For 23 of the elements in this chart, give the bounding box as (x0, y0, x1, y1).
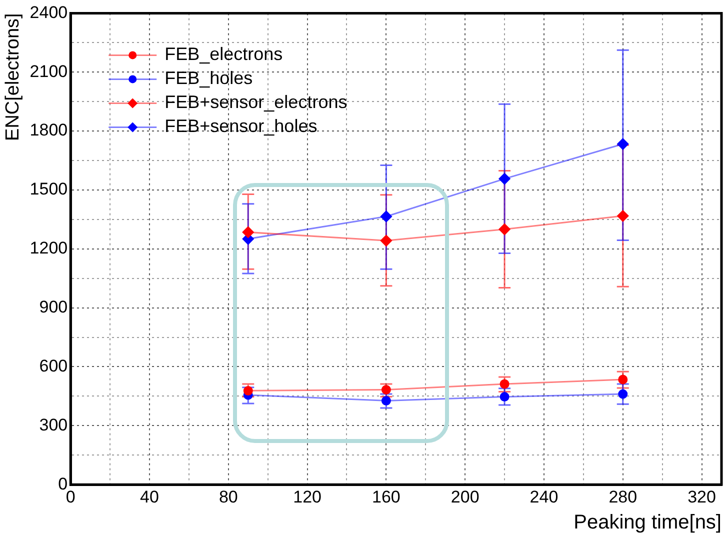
x-tick-label: 120 (293, 487, 322, 506)
x-tick-label: 80 (218, 487, 238, 506)
x-axis-title: Peaking time[ns] (574, 512, 722, 534)
y-tick-label: 2400 (30, 2, 68, 22)
y-axis-title: ENC[electrons] (2, 13, 24, 141)
y-tick-label: 0 (58, 474, 68, 494)
x-tick-label: 320 (688, 487, 716, 506)
x-tick-label: 200 (450, 487, 480, 506)
y-tick-label: 600 (39, 356, 68, 376)
x-tick-label: 40 (140, 487, 159, 506)
legend-label: FEB+sensor_holes (164, 116, 318, 136)
x-tick-label: 240 (530, 487, 558, 506)
y-tick-label: 1200 (30, 238, 68, 258)
legend-label: FEB_electrons (164, 44, 283, 64)
y-tick-label: 2100 (30, 62, 68, 81)
y-tick-label: 1800 (30, 120, 68, 140)
y-tick-label: 900 (39, 298, 68, 317)
y-tick-label: 1500 (30, 180, 68, 199)
x-tick-label: 160 (372, 487, 400, 506)
legend-label: FEB+sensor_electrons (164, 92, 348, 112)
y-tick-label: 300 (39, 415, 68, 434)
legend-label: FEB_holes (164, 68, 253, 88)
x-tick-label: 280 (608, 487, 638, 506)
